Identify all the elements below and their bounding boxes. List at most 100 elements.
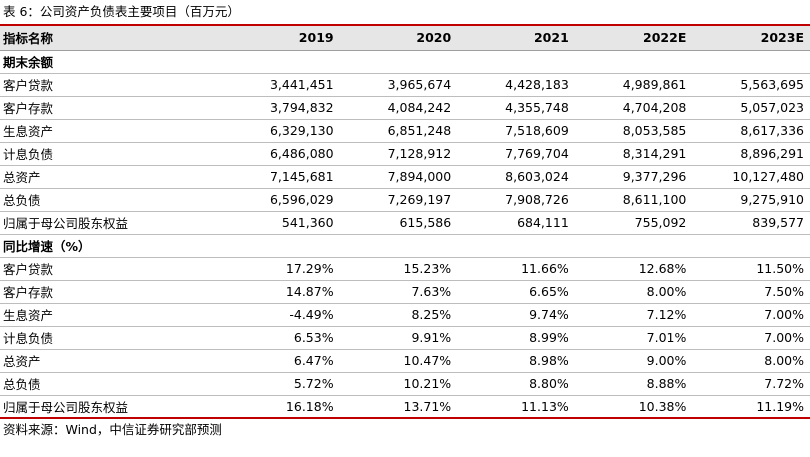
header-indicator: 指标名称: [0, 26, 222, 51]
row-label: 总资产: [0, 165, 222, 189]
table-cell: 6,486,080: [222, 142, 340, 166]
table-cell: 8,053,585: [574, 119, 693, 143]
table-cell: 7,145,681: [222, 165, 340, 189]
section-title: 同比增速（%）: [0, 234, 810, 258]
table-cell: 5.72%: [222, 372, 340, 396]
table-cell: 3,965,674: [339, 73, 458, 97]
row-label: 总负债: [0, 372, 222, 396]
row-label: 归属于母公司股东权益: [0, 211, 222, 235]
table-cell: 11.50%: [692, 257, 810, 281]
table-cell: 8,617,336: [692, 119, 810, 143]
table-row: 归属于母公司股东权益 16.18% 13.71% 11.13% 10.38% 11.19%: [0, 395, 810, 419]
table-cell: 684,111: [457, 211, 575, 235]
table-cell: 7,518,609: [457, 119, 575, 143]
table-cell: 615,586: [339, 211, 458, 235]
section-title: 期末余额: [0, 50, 810, 74]
table-row: 客户贷款 3,441,451 3,965,674 4,428,183 4,989,861…: [0, 73, 810, 97]
table-cell: 7,894,000: [339, 165, 458, 189]
header-2019: 2019: [222, 26, 340, 51]
table-cell: 8.99%: [457, 326, 575, 350]
table-cell: 8.80%: [457, 372, 575, 396]
table-cell: 8,896,291: [692, 142, 810, 166]
table-row: 计息负债 6,486,080 7,128,912 7,769,704 8,314,291…: [0, 142, 810, 166]
table-cell: 13.71%: [339, 395, 458, 419]
table-cell: 9.00%: [574, 349, 693, 373]
table-cell: 8,611,100: [574, 188, 693, 212]
table-cell: -4.49%: [222, 303, 340, 327]
table-cell: 6,596,029: [222, 188, 340, 212]
table-cell: 14.87%: [222, 280, 340, 304]
table-cell: 4,704,208: [574, 96, 693, 120]
table-cell: 4,355,748: [457, 96, 575, 120]
table-cell: 9.91%: [339, 326, 458, 350]
table-cell: 755,092: [574, 211, 693, 235]
row-label: 客户贷款: [0, 73, 222, 97]
table-cell: 7,128,912: [339, 142, 458, 166]
table-cell: 16.18%: [222, 395, 340, 419]
row-label: 总负债: [0, 188, 222, 212]
table-title: 表 6：公司资产负债表主要项目（百万元）: [0, 0, 810, 26]
table-cell: 6,329,130: [222, 119, 340, 143]
table-row: 生息资产 6,329,130 6,851,248 7,518,609 8,053,585…: [0, 119, 810, 143]
table-cell: 11.66%: [457, 257, 575, 281]
table-cell: 7.63%: [339, 280, 458, 304]
table-cell: 7.72%: [692, 372, 810, 396]
balance-sheet-table: 指标名称 2019 2020 2021 2022E 2023E 期末余额 客户贷款…: [0, 26, 810, 419]
table-cell: 7.00%: [692, 326, 810, 350]
table-cell: 8,603,024: [457, 165, 575, 189]
table-row: 计息负债 6.53% 9.91% 8.99% 7.01% 7.00%: [0, 326, 810, 350]
table-cell: 3,794,832: [222, 96, 340, 120]
table-cell: 6.53%: [222, 326, 340, 350]
table-cell: 8,314,291: [574, 142, 693, 166]
table-cell: 10.47%: [339, 349, 458, 373]
table-cell: 7.50%: [692, 280, 810, 304]
table-cell: 5,057,023: [692, 96, 810, 120]
header-2021: 2021: [457, 26, 575, 51]
section-header-row: 期末余额: [0, 50, 810, 74]
table-row: 总负债 5.72% 10.21% 8.80% 8.88% 7.72%: [0, 372, 810, 396]
row-label: 生息资产: [0, 119, 222, 143]
table-cell: 4,428,183: [457, 73, 575, 97]
table-cell: 4,084,242: [339, 96, 458, 120]
table-cell: 4,989,861: [574, 73, 693, 97]
row-label: 总资产: [0, 349, 222, 373]
table-cell: 8.25%: [339, 303, 458, 327]
table-cell: 10.21%: [339, 372, 458, 396]
table-cell: 9,377,296: [574, 165, 693, 189]
table-header-row: 指标名称 2019 2020 2021 2022E 2023E: [0, 26, 810, 51]
row-label: 客户存款: [0, 96, 222, 120]
table-cell: 6,851,248: [339, 119, 458, 143]
table-cell: 9.74%: [457, 303, 575, 327]
table-cell: 8.00%: [692, 349, 810, 373]
table-cell: 7.01%: [574, 326, 693, 350]
table-cell: 11.13%: [457, 395, 575, 419]
table-cell: 541,360: [222, 211, 340, 235]
table-row: 客户贷款 17.29% 15.23% 11.66% 12.68% 11.50%: [0, 257, 810, 281]
header-2023e: 2023E: [692, 26, 810, 51]
table-cell: 15.23%: [339, 257, 458, 281]
row-label: 生息资产: [0, 303, 222, 327]
table-cell: 8.88%: [574, 372, 693, 396]
table-row: 归属于母公司股东权益 541,360 615,586 684,111 755,092 83…: [0, 211, 810, 235]
table-row: 客户存款 14.87% 7.63% 6.65% 8.00% 7.50%: [0, 280, 810, 304]
table-cell: 10.38%: [574, 395, 693, 419]
table-cell: 6.47%: [222, 349, 340, 373]
row-label: 计息负债: [0, 142, 222, 166]
row-label: 客户存款: [0, 280, 222, 304]
row-label: 计息负债: [0, 326, 222, 350]
row-label: 归属于母公司股东权益: [0, 395, 222, 419]
header-2020: 2020: [339, 26, 458, 51]
table-cell: 7.00%: [692, 303, 810, 327]
table-cell: 839,577: [692, 211, 810, 235]
table-cell: 7,769,704: [457, 142, 575, 166]
table-row: 总资产 7,145,681 7,894,000 8,603,024 9,377,296 1…: [0, 165, 810, 189]
table-cell: 9,275,910: [692, 188, 810, 212]
table-cell: 7.12%: [574, 303, 693, 327]
section-header-row: 同比增速（%）: [0, 234, 810, 258]
table-cell: 8.00%: [574, 280, 693, 304]
table-cell: 5,563,695: [692, 73, 810, 97]
table-cell: 12.68%: [574, 257, 693, 281]
table-cell: 6.65%: [457, 280, 575, 304]
table-cell: 11.19%: [692, 395, 810, 419]
table-row: 总负债 6,596,029 7,269,197 7,908,726 8,611,100 9…: [0, 188, 810, 212]
